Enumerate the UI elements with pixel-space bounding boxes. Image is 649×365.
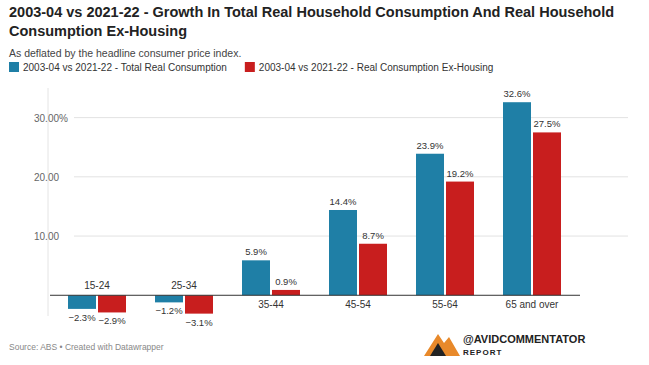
chart: 2003-04 vs 2021-22 - Total Real Consumpt… (0, 0, 649, 365)
bar (533, 132, 561, 295)
bar (446, 182, 474, 296)
subtitle: As deflated by the headline consumer pri… (9, 47, 241, 59)
data-label: −3.1% (185, 317, 213, 328)
data-label: −2.9% (98, 315, 126, 326)
baseline (50, 295, 580, 296)
bar (416, 154, 444, 296)
title: 2003-04 vs 2021-22 - Growth In Total Rea… (9, 3, 619, 41)
x-tick-label: 25-34 (171, 280, 197, 291)
x-tick-label: 65 and over (506, 299, 559, 310)
data-label: −1.2% (155, 305, 183, 316)
legend-label: 2003-04 vs 2021-22 - Total Real Consumpt… (23, 62, 227, 73)
data-label: 0.9% (275, 276, 297, 287)
bar (185, 295, 213, 313)
y-tick-label: 30.00% (34, 113, 68, 124)
logo-icon (430, 343, 446, 356)
x-tick-label: 15-24 (84, 280, 110, 291)
x-tick-label: 35-44 (258, 299, 284, 310)
logo-text: @AVIDCOMMENTATOR (463, 333, 585, 345)
logo-icon (424, 334, 460, 356)
bar (242, 260, 270, 295)
data-label: 32.6% (504, 88, 531, 99)
legend-label: 2003-04 vs 2021-22 - Real Consumption Ex… (259, 62, 494, 73)
bar (98, 295, 126, 312)
bar (68, 295, 96, 309)
legend-swatch (245, 62, 255, 72)
bar (272, 290, 300, 295)
y-tick-label: 10.00 (34, 231, 59, 242)
data-label: −2.3% (68, 312, 96, 323)
data-label: 23.9% (417, 140, 444, 151)
data-label: 19.2% (447, 168, 474, 179)
x-tick-label: 45-54 (345, 299, 371, 310)
bars (68, 102, 561, 313)
logo-text: REPORT (463, 348, 502, 357)
bar (359, 244, 387, 296)
legend-swatch (9, 62, 19, 72)
y-tick-label: 20.00 (34, 172, 59, 183)
bar (155, 295, 183, 302)
data-label: 5.9% (245, 246, 267, 257)
source: Source: ABS • Created with Datawrapper (9, 342, 164, 352)
x-tick-label: 55-64 (432, 299, 458, 310)
data-label: 14.4% (330, 196, 357, 207)
data-label: 8.7% (362, 230, 384, 241)
data-label: 27.5% (534, 118, 561, 129)
bar (503, 102, 531, 295)
bar (329, 210, 357, 295)
